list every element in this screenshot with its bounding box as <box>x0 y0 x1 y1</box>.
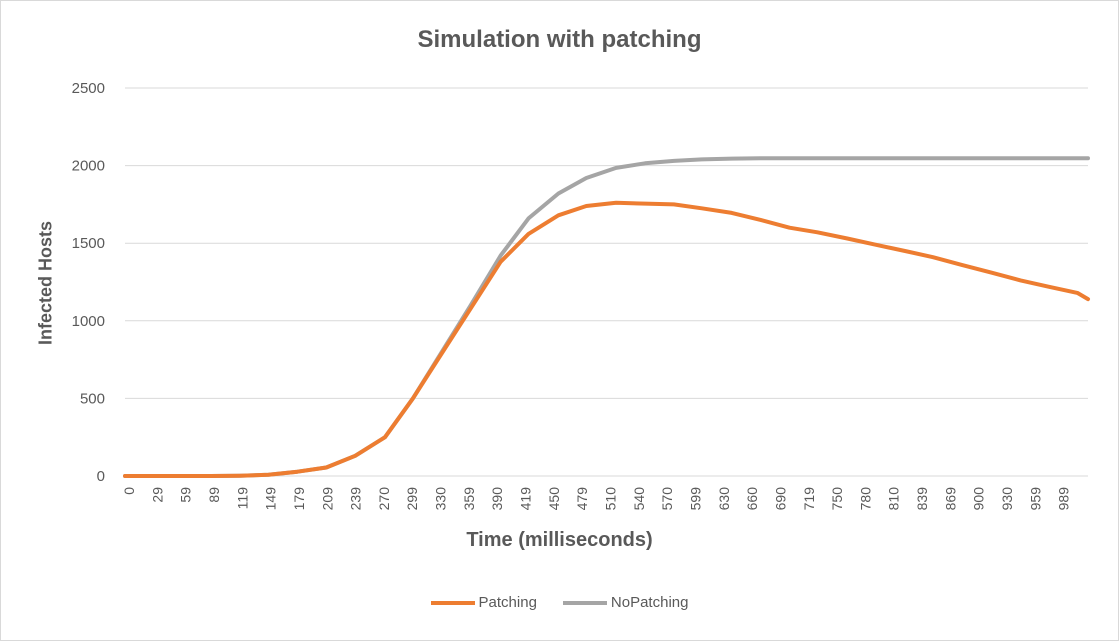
y-tick-label: 1500 <box>72 235 105 252</box>
x-tick-label: 660 <box>744 487 760 511</box>
x-tick-label: 599 <box>687 487 703 511</box>
x-tick-label: 209 <box>319 487 335 511</box>
x-tick-label: 510 <box>603 487 619 511</box>
x-tick-label: 239 <box>348 487 364 511</box>
legend-label-patching: Patching <box>478 594 537 611</box>
x-tick-label: 780 <box>857 487 873 511</box>
x-axis-title: Time (milliseconds) <box>466 529 653 551</box>
legend-label-nopatching: NoPatching <box>610 594 689 611</box>
series-line-nopatching <box>123 156 1090 478</box>
x-tick-label: 419 <box>518 487 534 511</box>
legend: Patching NoPatching <box>0 594 1119 611</box>
x-tick-label: 810 <box>886 487 902 511</box>
x-tick-label: 89 <box>206 487 222 503</box>
y-tick-label: 2000 <box>72 158 105 175</box>
x-tick-label: 750 <box>829 487 845 511</box>
legend-swatch-nopatching <box>562 600 607 605</box>
x-tick-label: 570 <box>659 487 675 511</box>
x-tick-label: 690 <box>772 487 788 511</box>
x-tick-label: 450 <box>546 487 562 511</box>
y-axis-title: Infected Hosts <box>35 220 56 346</box>
series-line-patching <box>123 200 1090 478</box>
x-tick-label: 839 <box>914 487 930 511</box>
x-tick-label: 630 <box>716 487 732 511</box>
x-tick-label: 959 <box>1027 487 1043 511</box>
y-tick-label: 1000 <box>72 313 105 330</box>
x-tick-label: 479 <box>574 487 590 511</box>
x-tick-label: 270 <box>376 487 392 511</box>
x-tick-label: 390 <box>489 487 505 511</box>
y-tick-label: 500 <box>80 390 105 407</box>
x-tick-label: 930 <box>999 487 1015 511</box>
x-tick-label: 29 <box>149 487 165 503</box>
y-tick-label: 2500 <box>72 80 105 97</box>
legend-item-nopatching: NoPatching <box>562 594 689 611</box>
x-tick-label: 719 <box>801 487 817 511</box>
x-tick-label: 330 <box>433 487 449 511</box>
legend-item-patching: Patching <box>430 594 537 611</box>
x-tick-label: 59 <box>178 487 194 503</box>
x-tick-label: 179 <box>291 487 307 511</box>
x-tick-label: 869 <box>942 487 958 511</box>
x-tick-label: 359 <box>461 487 477 511</box>
x-tick-label: 149 <box>263 487 279 511</box>
x-tick-label: 900 <box>971 487 987 511</box>
x-tick-label: 540 <box>631 487 647 511</box>
x-tick-label: 299 <box>404 487 420 511</box>
x-tick-label: 989 <box>1056 487 1072 511</box>
y-tick-label: 0 <box>97 468 105 485</box>
x-tick-label: 0 <box>121 487 137 495</box>
x-tick-label: 119 <box>234 487 250 510</box>
legend-swatch-patching <box>430 600 475 605</box>
chart-title: Simulation with patching <box>417 26 702 53</box>
